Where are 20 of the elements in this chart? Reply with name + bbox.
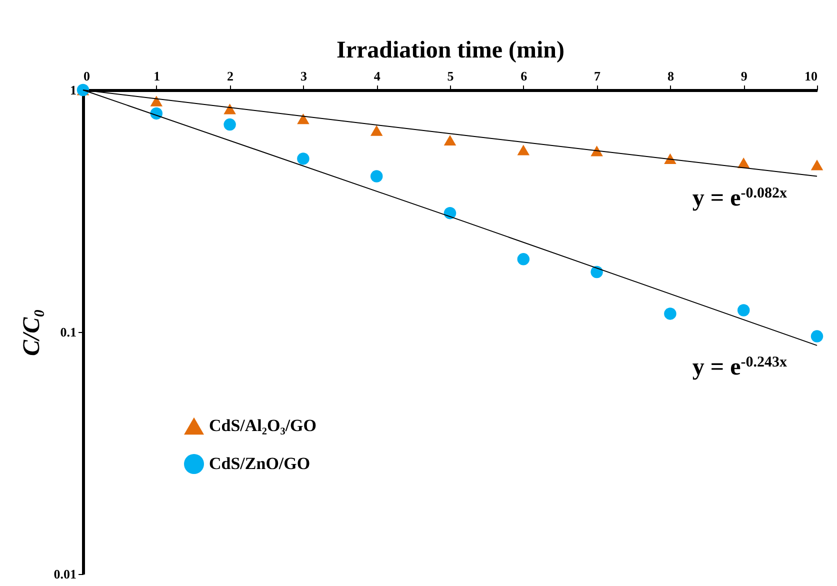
annotation: y = e$^{-0.243x}$ [692, 354, 788, 380]
x-tick-label: 1 [154, 68, 160, 84]
x-tick-label: 3 [300, 68, 308, 84]
x-tick-label: 6 [520, 68, 528, 84]
x-tick-label: 9 [740, 68, 748, 84]
x-tick-label: 8 [667, 68, 674, 84]
y-axis-title: C/C₀ [18, 308, 45, 356]
legend-label: CdS/Al₂O₃/GO [209, 416, 316, 435]
x-tick-label: 10 [804, 68, 818, 84]
x-axis-title: Irradiation time (min) [336, 38, 564, 64]
y-tick-label: 1 [70, 82, 76, 98]
annotation: y = e$^{-0.082x}$ [692, 185, 788, 212]
x-tick-label: 0 [84, 68, 90, 84]
x-tick-label: 2 [227, 68, 234, 84]
legend-label: CdS/ZnO/GO [209, 454, 310, 473]
x-tick-label: 5 [447, 68, 454, 84]
x-tick-label: 7 [594, 68, 602, 84]
y-tick-label: 0.1 [60, 324, 76, 340]
y-tick-label: 0.01 [54, 566, 76, 582]
x-tick-label: 4 [374, 68, 381, 84]
